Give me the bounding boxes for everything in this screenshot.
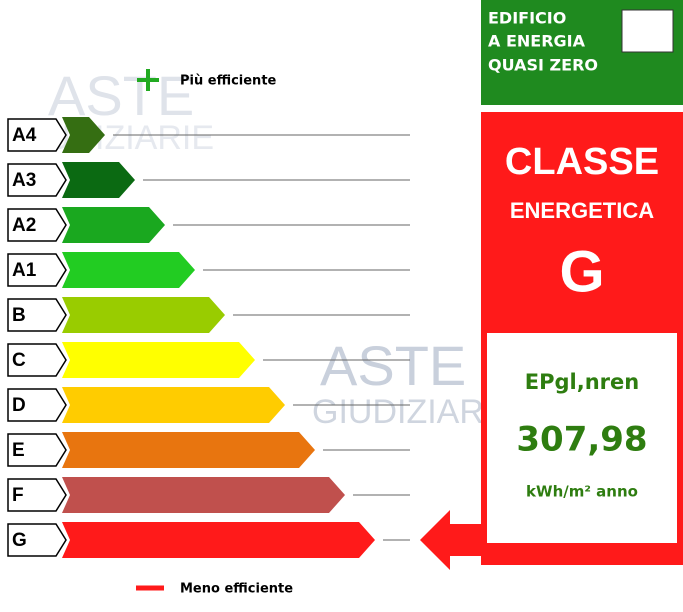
class-label: A2 [12,215,36,236]
class-arrow [62,387,285,423]
worst-label: Meno efficiente [180,582,293,597]
class-subheading: ENERGETICA [510,198,654,223]
class-label: C [12,350,26,371]
class-label: B [12,305,26,326]
indicator-value: 307,98 [516,420,647,460]
class-arrow [62,252,195,288]
class-arrow [62,207,165,243]
class-arrow [62,432,315,468]
class-arrow [62,162,135,198]
class-arrow [62,522,375,558]
class-label: D [12,395,26,416]
current-class-arrow [420,510,481,570]
class-label: F [12,485,24,506]
class-label: G [12,530,27,551]
class-value: G [559,239,604,304]
nzeb-checkbox [622,10,673,52]
class-label: A1 [12,260,37,281]
nzeb-text: EDIFICIO [488,9,566,28]
class-label: A3 [12,170,36,191]
class-arrow [62,477,345,513]
class-label: A4 [12,125,37,146]
class-heading: CLASSE [505,141,659,183]
class-arrow [62,297,225,333]
nzeb-text: QUASI ZERO [488,56,598,75]
indicator-unit: kWh/m² anno [526,483,638,501]
energy-label: ASTE GIUDIZIARIE ASTE GIUDIZIARIE Più ef… [0,0,683,608]
indicator-name: EPgl,nren [525,370,639,394]
best-label: Più efficiente [180,74,277,89]
nzeb-text: A ENERGIA [488,32,586,51]
class-label: E [12,440,25,461]
class-arrow [62,342,255,378]
watermark: ASTE [320,334,466,397]
